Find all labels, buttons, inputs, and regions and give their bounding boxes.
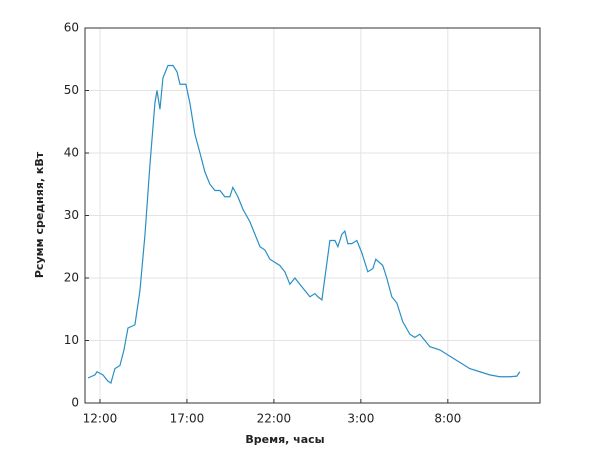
x-tick-label: 22:00 [257,412,292,426]
y-tick-label: 10 [64,333,79,347]
y-tick-label: 0 [71,396,79,410]
x-tick-label: 8:00 [434,412,461,426]
y-tick-label: 50 [64,83,79,97]
y-axis-label: Pсумм средняя, кВт [33,151,46,278]
y-tick-label: 40 [64,146,79,160]
x-tick-label: 3:00 [347,412,374,426]
x-tick-label: 12:00 [83,412,118,426]
y-tick-label: 60 [64,21,79,35]
x-tick-label: 17:00 [170,412,205,426]
data-line [87,64,521,384]
plot-frame [84,27,541,404]
y-tick-label: 30 [64,208,79,222]
y-tick-label: 20 [64,271,79,285]
x-axis-label: Время, часы [245,433,324,446]
